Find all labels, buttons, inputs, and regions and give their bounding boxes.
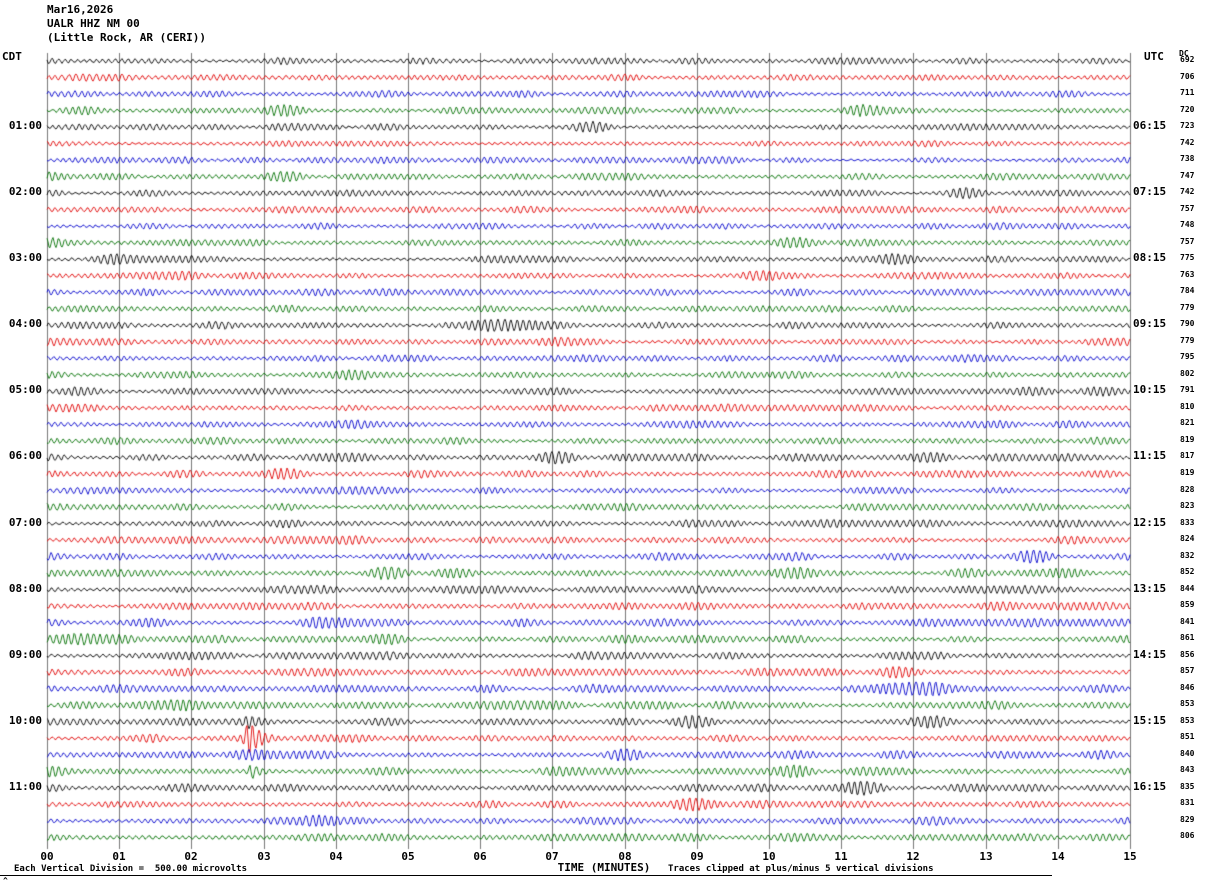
dc-offset-value: 853 <box>1180 699 1195 709</box>
dc-offset-value: 723 <box>1180 121 1195 131</box>
dc-offset-value: 853 <box>1180 715 1195 725</box>
dc-offset-value: 738 <box>1180 154 1195 164</box>
dc-offset-value: 846 <box>1180 682 1195 692</box>
dc-offset-value: 806 <box>1180 831 1195 841</box>
dc-offset-value: 857 <box>1180 666 1195 676</box>
dc-offset-value: 833 <box>1180 517 1195 527</box>
dc-offset-value: 711 <box>1180 88 1195 98</box>
left-hour-label: 03:00 <box>8 251 42 265</box>
x-tick-label: 04 <box>329 850 343 863</box>
dc-offset-value: 859 <box>1180 600 1195 610</box>
right-hour-label: 12:15 <box>1133 515 1167 529</box>
left-hour-label: 02:00 <box>8 185 42 199</box>
left-hour-label: 01:00 <box>8 119 42 133</box>
left-hour-label: 07:00 <box>8 515 42 529</box>
x-tick-label: 01 <box>112 850 126 863</box>
dc-offset-value: 706 <box>1180 71 1195 81</box>
dc-offset-value: 779 <box>1180 302 1195 312</box>
right-hour-label: 09:15 <box>1133 317 1167 331</box>
x-tick-label: 09 <box>690 850 704 863</box>
dc-offset-value: 742 <box>1180 137 1195 147</box>
dc-offset-value: 763 <box>1180 269 1195 279</box>
footer-scale-note: Each Vertical Division = 500.00 microvol… <box>14 864 247 874</box>
x-tick-label: 02 <box>184 850 198 863</box>
dc-offset-value: 841 <box>1180 616 1195 626</box>
dc-offset-value: 742 <box>1180 187 1195 197</box>
dc-offset-value: 775 <box>1180 253 1195 263</box>
left-hour-label: 04:00 <box>8 317 42 331</box>
right-hour-label: 13:15 <box>1133 581 1167 595</box>
x-tick-label: 07 <box>545 850 559 863</box>
dc-offset-value: 817 <box>1180 451 1195 461</box>
dc-offset-value: 757 <box>1180 203 1195 213</box>
right-hour-label: 15:15 <box>1133 713 1167 727</box>
dc-offset-value: 757 <box>1180 236 1195 246</box>
dc-offset-value: 823 <box>1180 501 1195 511</box>
caret-mark: ^ <box>3 876 8 885</box>
right-hour-label: 14:15 <box>1133 647 1167 661</box>
right-hour-label: 11:15 <box>1133 449 1167 463</box>
bottom-rule <box>0 875 1052 876</box>
dc-offset-value: 851 <box>1180 732 1195 742</box>
x-tick-label: 11 <box>834 850 848 863</box>
x-tick-label: 06 <box>473 850 487 863</box>
left-hour-label: 11:00 <box>8 779 42 793</box>
footer-clip-note: Traces clipped at plus/minus 5 vertical … <box>668 864 934 874</box>
dc-offset-value: 843 <box>1180 765 1195 775</box>
dc-offset-value: 831 <box>1180 798 1195 808</box>
dc-offset-value: 810 <box>1180 401 1195 411</box>
dc-offset-value: 802 <box>1180 368 1195 378</box>
x-tick-label: 13 <box>979 850 993 863</box>
header-station: UALR HHZ NM 00 <box>47 17 140 30</box>
x-tick-label: 15 <box>1123 850 1137 863</box>
dc-offset-value: 824 <box>1180 534 1195 544</box>
dc-offset-value: 829 <box>1180 814 1195 824</box>
right-timezone-label: UTC <box>1144 50 1164 63</box>
header-date: Mar16,2026 <box>47 3 114 16</box>
x-tick-label: 08 <box>618 850 632 863</box>
x-tick-label: 12 <box>906 850 920 863</box>
dc-offset-value: 840 <box>1180 748 1195 758</box>
dc-offset-value: 819 <box>1180 434 1195 444</box>
dc-offset-value: 828 <box>1180 484 1195 494</box>
left-hour-label: 10:00 <box>8 713 42 727</box>
dc-offset-value: 832 <box>1180 550 1195 560</box>
left-timezone-label: CDT <box>2 50 22 63</box>
dc-offset-value: 856 <box>1180 649 1195 659</box>
dc-offset-value: 720 <box>1180 104 1195 114</box>
dc-offset-value: 747 <box>1180 170 1195 180</box>
dc-column-header: DC <box>1179 49 1189 58</box>
right-hour-label: 10:15 <box>1133 383 1167 397</box>
right-hour-label: 16:15 <box>1133 779 1167 793</box>
x-axis-label: TIME (MINUTES) <box>557 861 651 874</box>
x-tick-label: 14 <box>1051 850 1065 863</box>
dc-offset-value: 861 <box>1180 633 1195 643</box>
right-hour-label: 07:15 <box>1133 185 1167 199</box>
x-tick-label: 05 <box>401 850 415 863</box>
right-hour-label: 06:15 <box>1133 119 1167 133</box>
dc-offset-value: 852 <box>1180 567 1195 577</box>
dc-offset-value: 819 <box>1180 468 1195 477</box>
left-hour-label: 06:00 <box>8 449 42 463</box>
left-hour-label: 09:00 <box>8 647 42 661</box>
dc-offset-value: 779 <box>1180 335 1195 345</box>
dc-offset-value: 791 <box>1180 385 1195 395</box>
dc-offset-value: 692 <box>1180 55 1195 64</box>
right-hour-label: 08:15 <box>1133 251 1167 265</box>
left-hour-label: 05:00 <box>8 383 42 397</box>
left-hour-label: 08:00 <box>8 581 42 595</box>
dc-offset-value: 821 <box>1180 418 1195 428</box>
dc-offset-value: 795 <box>1180 352 1195 362</box>
x-tick-label: 00 <box>40 850 54 863</box>
dc-offset-value: 784 <box>1180 286 1195 296</box>
x-tick-label: 03 <box>257 850 271 863</box>
x-tick-label: 10 <box>762 850 776 863</box>
dc-offset-value: 835 <box>1180 781 1195 791</box>
header-location: (Little Rock, AR (CERI)) <box>47 31 206 44</box>
dc-offset-value: 748 <box>1180 220 1195 230</box>
dc-offset-value: 790 <box>1180 319 1195 329</box>
dc-offset-value: 844 <box>1180 583 1195 593</box>
